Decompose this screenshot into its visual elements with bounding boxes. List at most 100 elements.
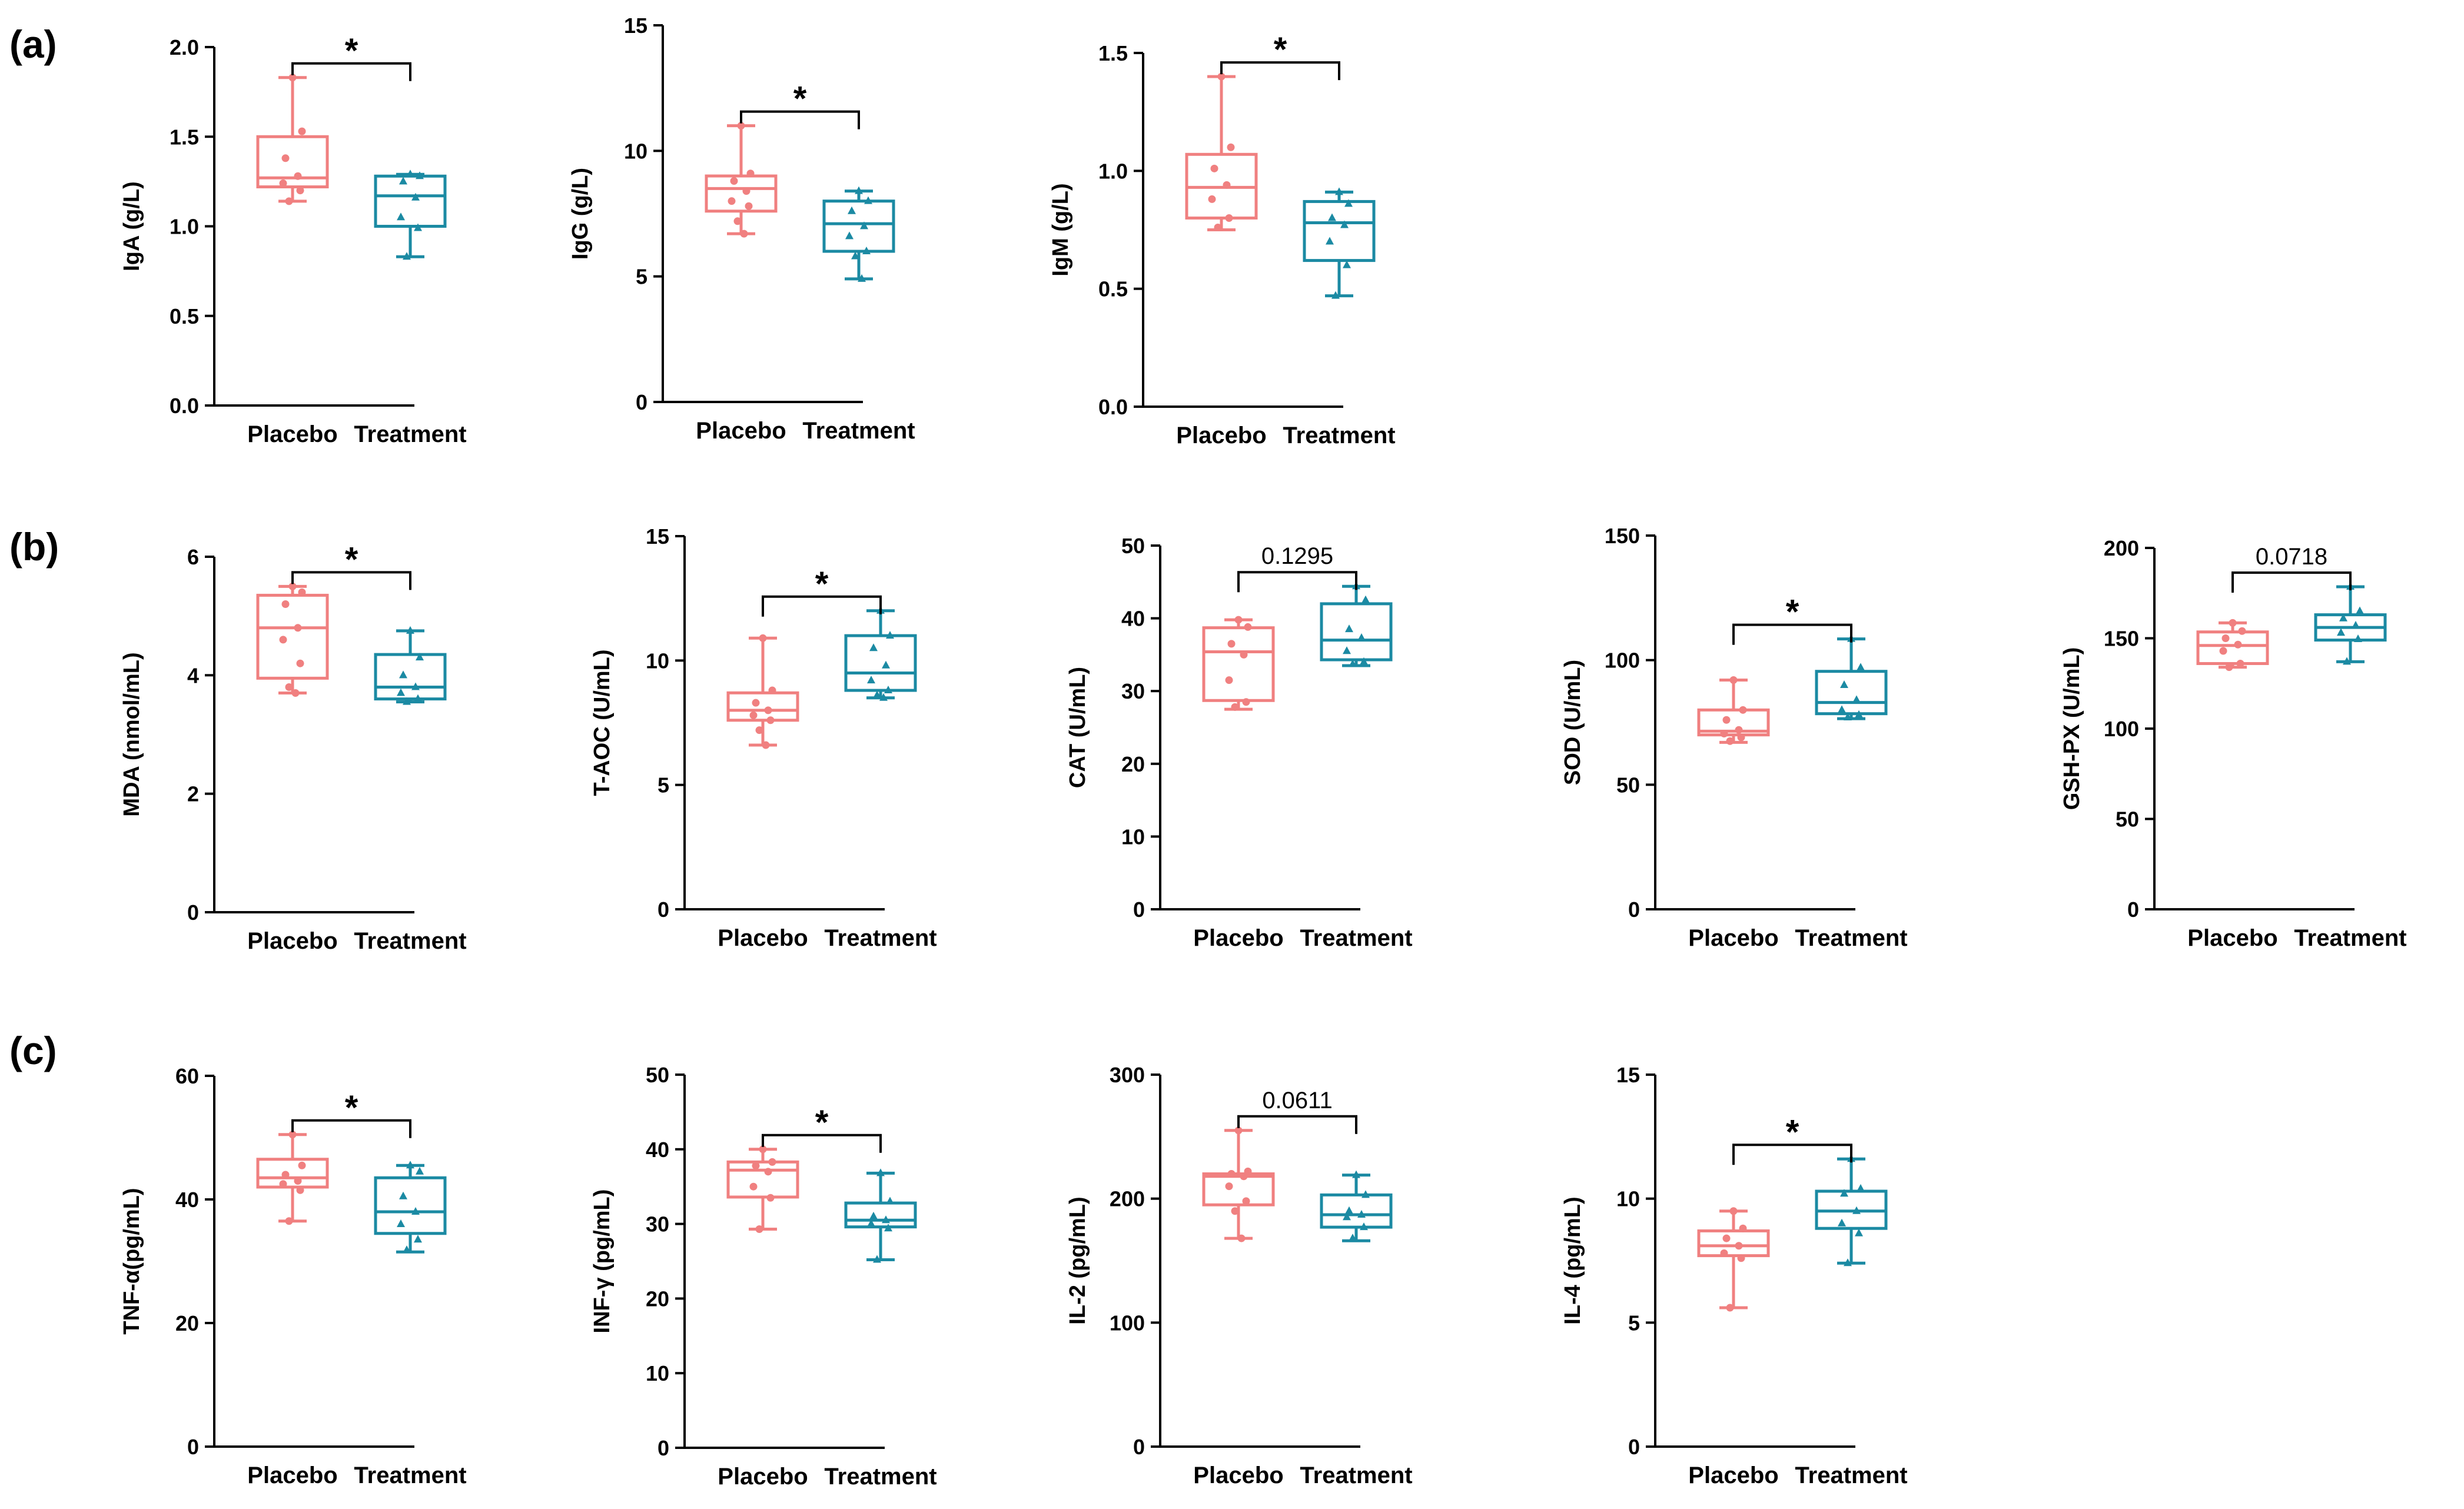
data-point xyxy=(1739,1224,1747,1232)
data-point xyxy=(1231,703,1239,711)
series-treatment xyxy=(2314,582,2387,665)
category-label: Placebo xyxy=(1193,1463,1283,1488)
y-axis-label: TNF-α(pg/mL) xyxy=(119,1188,144,1334)
data-point xyxy=(867,1219,875,1227)
data-point xyxy=(279,636,287,644)
series-placebo xyxy=(705,122,778,238)
panel-label-b: (b) xyxy=(9,525,59,569)
data-point xyxy=(414,1235,422,1243)
category-label: Placebo xyxy=(247,421,337,447)
data-point xyxy=(1361,1190,1370,1198)
y-tick-label: 5 xyxy=(1628,1311,1640,1335)
data-point xyxy=(886,1196,894,1205)
y-tick-label: 100 xyxy=(2104,717,2139,741)
data-point xyxy=(281,1171,290,1179)
y-tick-label: 0 xyxy=(1628,898,1640,922)
data-point xyxy=(1360,1222,1368,1231)
data-point xyxy=(1737,1254,1745,1262)
data-point xyxy=(288,74,297,82)
data-point xyxy=(1352,1170,1360,1178)
data-point xyxy=(762,741,770,749)
data-point xyxy=(1735,1242,1743,1250)
data-point xyxy=(851,251,859,260)
category-label: Placebo xyxy=(696,418,786,444)
data-point xyxy=(416,653,424,661)
data-point xyxy=(397,688,405,696)
chart-3: 0 2 4 6 MDA (nmol/mL) Placebo Treatment * xyxy=(119,540,467,954)
data-point xyxy=(1726,1304,1734,1312)
data-point xyxy=(399,177,407,185)
data-point xyxy=(1223,181,1231,189)
y-axis-label: T-AOC (U/mL) xyxy=(590,649,615,796)
y-tick-label: 15 xyxy=(646,524,669,549)
y-tick-label: 0 xyxy=(2127,898,2139,922)
data-point xyxy=(886,631,894,639)
box xyxy=(844,634,917,692)
y-tick-label: 300 xyxy=(1110,1063,1145,1087)
data-point xyxy=(742,187,751,195)
significance-label: * xyxy=(1786,593,1799,631)
data-point xyxy=(403,697,411,705)
data-point xyxy=(858,274,866,282)
data-point xyxy=(749,1182,758,1191)
data-point xyxy=(403,1245,411,1254)
box xyxy=(1320,602,1393,662)
box xyxy=(374,174,447,228)
series-treatment xyxy=(1815,634,1888,721)
data-point xyxy=(2354,634,2362,643)
data-point xyxy=(755,1225,763,1233)
data-point xyxy=(862,247,871,254)
y-tick-label: 200 xyxy=(2104,536,2139,560)
data-point xyxy=(1227,1170,1236,1178)
y-tick-label: 20 xyxy=(175,1311,199,1335)
y-tick-label: 0 xyxy=(657,898,669,922)
data-point xyxy=(2339,613,2347,621)
data-point xyxy=(288,582,297,590)
y-tick-label: 0 xyxy=(1133,1435,1145,1459)
data-point xyxy=(406,169,414,178)
data-point xyxy=(1840,1189,1848,1197)
box xyxy=(374,1176,447,1235)
data-point xyxy=(1729,1207,1738,1215)
data-point xyxy=(1208,195,1216,203)
significance-label: * xyxy=(1786,1113,1799,1151)
y-tick-label: 0 xyxy=(187,1435,199,1459)
data-point xyxy=(1349,1234,1357,1242)
category-label: Treatment xyxy=(1300,925,1412,951)
data-point xyxy=(764,706,772,714)
category-label: Treatment xyxy=(1300,1463,1412,1488)
data-point xyxy=(876,1168,885,1176)
data-point xyxy=(1726,737,1734,745)
data-point xyxy=(411,682,420,690)
data-point xyxy=(298,127,306,135)
y-tick-label: 0 xyxy=(1628,1435,1640,1459)
data-point xyxy=(1227,143,1235,151)
y-tick-label: 1.5 xyxy=(170,125,199,149)
box xyxy=(256,593,329,680)
y-tick-label: 40 xyxy=(646,1138,669,1162)
data-point xyxy=(397,1219,405,1227)
data-point xyxy=(884,1224,892,1232)
data-point xyxy=(845,231,854,240)
data-point xyxy=(1234,616,1243,624)
data-point xyxy=(882,1215,890,1224)
significance-bracket xyxy=(762,1134,882,1153)
series-placebo xyxy=(1185,72,1258,231)
data-point xyxy=(752,1162,760,1170)
y-axis-label: IgA (g/L) xyxy=(119,181,144,271)
data-point xyxy=(285,197,293,205)
y-tick-label: 0 xyxy=(636,390,647,414)
data-point xyxy=(728,197,736,205)
data-point xyxy=(752,699,760,707)
series-treatment xyxy=(844,606,917,701)
data-point xyxy=(296,187,304,195)
y-axis-label: IgG (g/L) xyxy=(568,168,593,260)
data-point xyxy=(882,660,890,669)
panel-label-a: (a) xyxy=(9,22,57,66)
series-treatment xyxy=(374,1161,447,1254)
data-point xyxy=(737,122,745,130)
data-point xyxy=(1855,710,1863,718)
data-point xyxy=(1242,1197,1250,1205)
significance-label: * xyxy=(345,1089,358,1127)
data-point xyxy=(2225,663,2233,672)
